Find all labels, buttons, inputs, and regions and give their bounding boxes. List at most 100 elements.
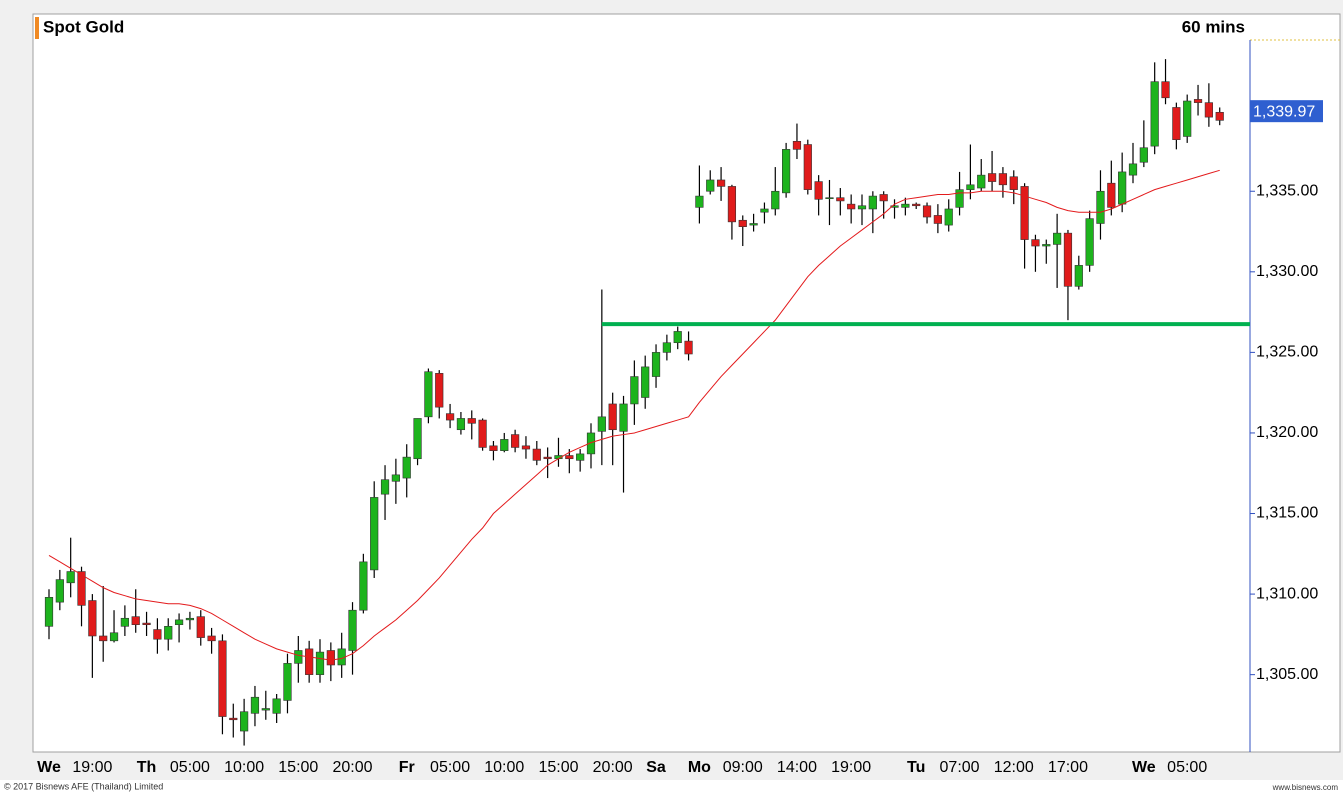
candle-body: [706, 179, 715, 192]
candle-body: [1074, 265, 1083, 287]
x-tick-label: 20:00: [332, 759, 372, 776]
x-tick-label: 17:00: [1048, 759, 1088, 776]
moving-average: [48, 169, 1220, 661]
candle-body: [1020, 186, 1029, 240]
candle-body: [597, 416, 606, 432]
candle-body: [240, 711, 249, 732]
candle-body: [879, 194, 888, 202]
candle-body: [847, 203, 856, 210]
x-tick-label: 10:00: [224, 759, 264, 776]
candle-body: [1118, 171, 1127, 205]
candle-body: [695, 195, 704, 208]
candle-body: [380, 479, 390, 495]
candle-body: [1215, 111, 1224, 121]
x-tick-label: 15:00: [278, 759, 318, 776]
candle-body: [283, 663, 292, 701]
candle-body: [1183, 100, 1192, 137]
website: www.bisnews.com: [1272, 783, 1339, 792]
candle-body: [532, 448, 541, 461]
candle-body: [511, 434, 520, 448]
x-tick-label: 14:00: [777, 759, 817, 776]
candle-body: [55, 579, 64, 603]
candle-body: [305, 648, 314, 675]
candle-body: [651, 352, 661, 377]
candle-body: [413, 418, 422, 460]
x-tick-label: 05:00: [1167, 759, 1207, 776]
candle-body: [868, 195, 877, 210]
candle-body: [164, 626, 173, 640]
candle-body: [500, 439, 509, 451]
candle-body: [727, 186, 737, 223]
candle-body: [716, 179, 726, 187]
candle-body: [1107, 182, 1116, 208]
candle-body: [391, 474, 400, 482]
candle-body: [456, 418, 466, 431]
candle-body: [196, 616, 205, 638]
y-tick-label: 1,320.00: [1256, 424, 1318, 441]
y-tick-label: 1,310.00: [1256, 585, 1318, 602]
candle-body: [1042, 244, 1051, 247]
copyright: © 2017 Bisnews AFE (Thailand) Limited: [4, 781, 163, 791]
candle-body: [922, 205, 932, 218]
candle-body: [619, 403, 628, 432]
candle-body: [131, 616, 140, 626]
candle-body: [814, 181, 823, 200]
candle-body: [402, 456, 411, 479]
candle-body: [1085, 218, 1094, 266]
candle-body: [955, 189, 964, 208]
candle-body: [250, 696, 260, 714]
x-tick-label: 20:00: [593, 759, 633, 776]
candle-body: [294, 650, 303, 664]
candle-body: [857, 205, 867, 210]
candle-body: [1150, 81, 1159, 147]
candle-body: [185, 617, 195, 621]
candle-body: [1139, 147, 1148, 163]
chart-title: Spot Gold: [43, 17, 124, 36]
candle-body: [120, 617, 129, 627]
x-tick-label: Th: [137, 759, 157, 776]
candle-body: [88, 600, 97, 637]
x-tick-label: 19:00: [72, 759, 112, 776]
candle-body: [565, 455, 574, 460]
candle-body: [966, 184, 975, 190]
candle-body: [890, 205, 899, 208]
candle-body: [782, 149, 791, 194]
candle-body: [424, 371, 433, 418]
x-tick-label: Sa: [646, 759, 666, 776]
candle-body: [749, 223, 758, 226]
candle-body: [586, 432, 596, 455]
candle-body: [1204, 102, 1213, 118]
candle-body: [977, 174, 986, 189]
candle-body: [521, 445, 531, 450]
candle-body: [142, 622, 151, 626]
candle-body: [174, 619, 184, 626]
plot-frame: [32, 13, 1341, 753]
candle-body: [1128, 163, 1138, 176]
candle-body: [489, 445, 498, 451]
y-tick-label: 1,335.00: [1256, 182, 1318, 199]
x-tick-label: 15:00: [538, 759, 578, 776]
x-tick-label: 05:00: [430, 759, 470, 776]
candle-body: [825, 197, 834, 199]
candle-body: [684, 340, 693, 355]
candle-body: [912, 203, 921, 207]
y-tick-label: 1,330.00: [1256, 263, 1318, 280]
candle-body: [662, 342, 671, 353]
candle-body: [109, 632, 119, 642]
x-tick-label: We: [37, 759, 61, 776]
candle-body: [998, 173, 1008, 186]
candle-body: [77, 571, 86, 606]
last-price-box: [1250, 100, 1323, 123]
candle-body: [901, 203, 910, 208]
candle-body: [987, 173, 997, 182]
x-tick-label: Tu: [907, 759, 925, 776]
candle-body: [944, 208, 953, 226]
candle-body: [608, 403, 617, 431]
x-tick-label: 10:00: [484, 759, 524, 776]
candle-body: [66, 571, 75, 584]
candle-body: [370, 497, 379, 571]
candle-body: [359, 561, 368, 611]
candle-body: [1031, 239, 1040, 247]
candle-body: [207, 635, 216, 642]
candle-body: [1096, 190, 1105, 224]
